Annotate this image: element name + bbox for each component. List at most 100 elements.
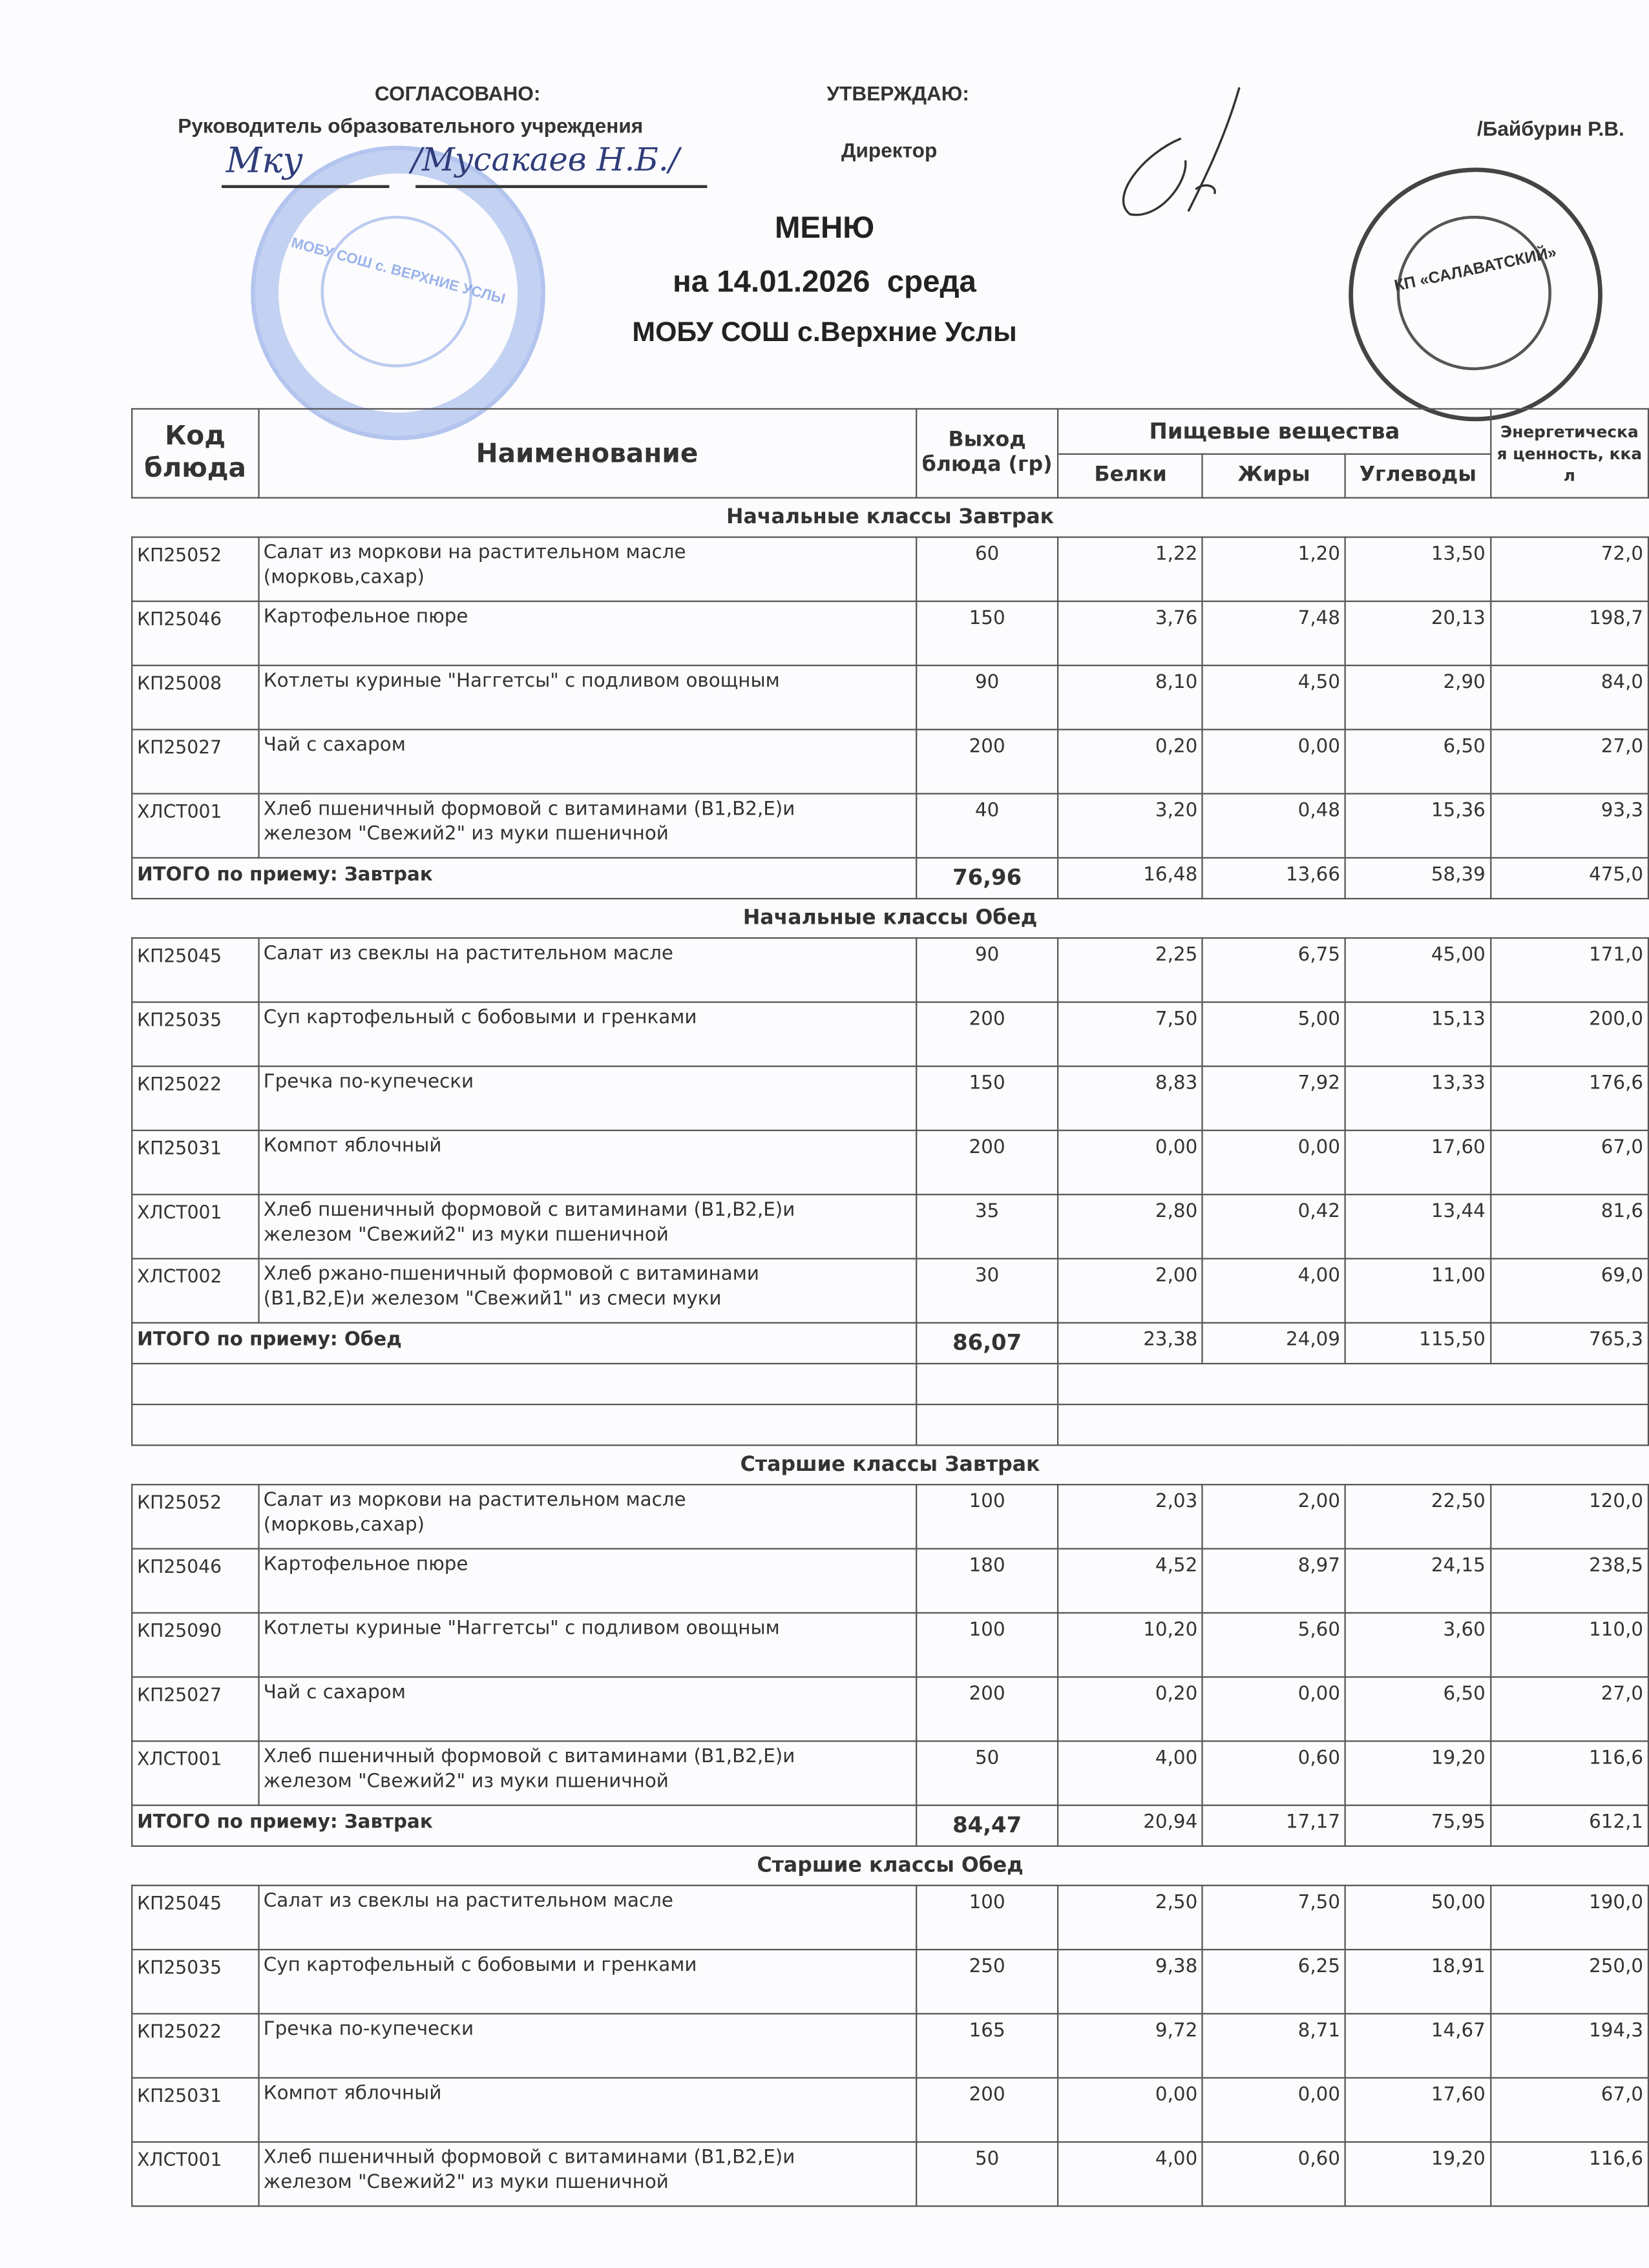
dish-carbs: 6,50: [1344, 729, 1491, 795]
dish-carbs: 2,90: [1344, 664, 1491, 731]
dish-energy: 93,3: [1489, 793, 1649, 859]
dish-fat: 7,48: [1202, 600, 1347, 667]
section-title: Старшие классы Обед: [757, 1854, 1024, 1878]
dish-name: Компот яблочный: [257, 2077, 917, 2143]
dish-protein: 1,22: [1058, 536, 1204, 602]
total-energy: 475,0: [1489, 857, 1649, 900]
total-protein: 20,94: [1058, 1804, 1204, 1847]
section-title-row: Начальные классы Завтрак: [132, 498, 1648, 537]
agreed-signature-name: /Мусакаев Н.Б./: [411, 143, 680, 180]
total-energy: 765,3: [1489, 1322, 1649, 1365]
dish-protein: 2,50: [1058, 1884, 1204, 1951]
section-title-row: Старшие классы Завтрак: [132, 1445, 1648, 1484]
dish-protein: 0,20: [1058, 1676, 1204, 1742]
dish-output: 100: [914, 1612, 1060, 1678]
total-label: ИТОГО по приему: Завтрак: [131, 1804, 917, 1847]
dish-fat: 5,00: [1202, 1001, 1347, 1067]
agreed-role: Руководитель образовательного учреждения: [178, 114, 644, 138]
dish-code: КП25045: [131, 937, 260, 1003]
dish-name: Суп картофельный с бобовыми и гренками: [257, 1948, 917, 2015]
signature-line: [415, 185, 708, 189]
header-code: Код блюда: [131, 408, 260, 499]
dish-code: ХЛСТ001: [131, 1194, 260, 1260]
dish-carbs: 6,50: [1344, 1676, 1491, 1742]
dish-output: 165: [914, 2013, 1060, 2079]
dish-code: ХЛСТ001: [131, 2141, 260, 2207]
dish-code: КП25031: [131, 1129, 260, 1196]
dish-name: Хлеб ржано-пшеничный формовой с витамина…: [257, 1258, 917, 1324]
approve-label: УТВЕРЖДАЮ:: [826, 81, 969, 105]
dish-code: КП25031: [131, 2077, 260, 2143]
dish-output: 60: [914, 536, 1060, 602]
menu-date: на 14.01.2026 среда: [673, 265, 976, 299]
dish-carbs: 13,50: [1344, 536, 1491, 602]
dish-protein: 2,00: [1058, 1258, 1204, 1324]
dish-fat: 7,92: [1202, 1065, 1347, 1132]
page-title: МЕНЮ: [774, 211, 875, 245]
table-row: ХЛСТ002 Хлеб ржано-пшеничный формовой с в…: [131, 1258, 1649, 1324]
dish-fat: 8,71: [1202, 2013, 1347, 2079]
header-carbs: Углеводы: [1344, 453, 1491, 499]
dish-fat: 0,00: [1202, 729, 1347, 795]
menu-table: Код блюда Наименование Выход блюда (гр) …: [131, 408, 1649, 2207]
header-fat: Жиры: [1202, 453, 1347, 499]
total-energy: 612,1: [1489, 1804, 1649, 1847]
empty-row: [131, 1362, 1649, 1406]
total-output: 84,47: [914, 1804, 1060, 1847]
dish-carbs: 13,33: [1344, 1065, 1491, 1132]
dish-carbs: 18,91: [1344, 1948, 1491, 2015]
dish-protein: 0,20: [1058, 729, 1204, 795]
dish-energy: 198,7: [1489, 600, 1649, 667]
approve-name: /Байбурин Р.В.: [1476, 116, 1624, 140]
header-energy: Энергетическая ценность, ккал: [1489, 408, 1649, 499]
dish-output: 100: [914, 1884, 1060, 1951]
dish-name: Котлеты куриные "Наггетсы" с подливом ов…: [257, 1612, 917, 1678]
total-fat: 17,17: [1202, 1804, 1347, 1847]
dish-output: 150: [914, 1065, 1060, 1132]
dish-name: Котлеты куриные "Наггетсы" с подливом ов…: [257, 664, 917, 731]
dish-fat: 0,00: [1202, 1129, 1347, 1196]
dish-name: Картофельное пюре: [257, 1548, 917, 1614]
dish-output: 50: [914, 1740, 1060, 1806]
dish-fat: 0,00: [1202, 1676, 1347, 1742]
dish-fat: 5,60: [1202, 1612, 1347, 1678]
section-title: Начальные классы Обед: [742, 906, 1038, 930]
total-protein: 23,38: [1058, 1322, 1204, 1365]
dish-carbs: 22,50: [1344, 1484, 1491, 1550]
dish-carbs: 11,00: [1344, 1258, 1491, 1324]
dish-name: Компот яблочный: [257, 1129, 917, 1196]
dish-energy: 110,0: [1489, 1612, 1649, 1678]
dish-code: КП25045: [131, 1884, 260, 1951]
dish-protein: 9,38: [1058, 1948, 1204, 2015]
dish-energy: 250,0: [1489, 1948, 1649, 2015]
dish-name: Хлеб пшеничный формовой с витаминами (В1…: [257, 793, 917, 859]
dish-carbs: 24,15: [1344, 1548, 1491, 1614]
dish-energy: 116,6: [1489, 2141, 1649, 2207]
dish-protein: 10,20: [1058, 1612, 1204, 1678]
dish-protein: 9,72: [1058, 2013, 1204, 2079]
table-row: КП25031 Компот яблочный 200 0,00 0,00 17,60 67…: [131, 1129, 1649, 1196]
total-output: 76,96: [914, 857, 1060, 900]
dish-protein: 4,00: [1058, 2141, 1204, 2207]
dish-output: 200: [914, 729, 1060, 795]
dish-fat: 0,60: [1202, 2141, 1347, 2207]
table-row: КП25008 Котлеты куриные "Наггетсы" с подл…: [131, 664, 1649, 731]
table-row: КП25031 Компот яблочный 200 0,00 0,00 17,60 67…: [131, 2077, 1649, 2143]
dish-name: Чай с сахаром: [257, 1676, 917, 1742]
dish-fat: 0,60: [1202, 1740, 1347, 1806]
header-name: Наименование: [257, 408, 917, 499]
total-carbs: 58,39: [1344, 857, 1491, 900]
dish-fat: 0,48: [1202, 793, 1347, 859]
dish-energy: 81,6: [1489, 1194, 1649, 1260]
table-row: КП25022 Гречка по-купечески 165 9,72 8,71 14,…: [131, 2013, 1649, 2079]
total-label: ИТОГО по приему: Обед: [131, 1322, 917, 1365]
total-row: ИТОГО по приему: Обед 86,07 23,38 24,09 115,…: [131, 1322, 1649, 1365]
dish-output: 30: [914, 1258, 1060, 1324]
total-output: 86,07: [914, 1322, 1060, 1365]
approve-role: Директор: [841, 138, 938, 162]
dish-output: 250: [914, 1948, 1060, 2015]
dish-protein: 8,83: [1058, 1065, 1204, 1132]
dish-carbs: 19,20: [1344, 1740, 1491, 1806]
table-row: КП25022 Гречка по-купечески 150 8,83 7,92 13,…: [131, 1065, 1649, 1132]
total-label: ИТОГО по приему: Завтрак: [131, 857, 917, 900]
